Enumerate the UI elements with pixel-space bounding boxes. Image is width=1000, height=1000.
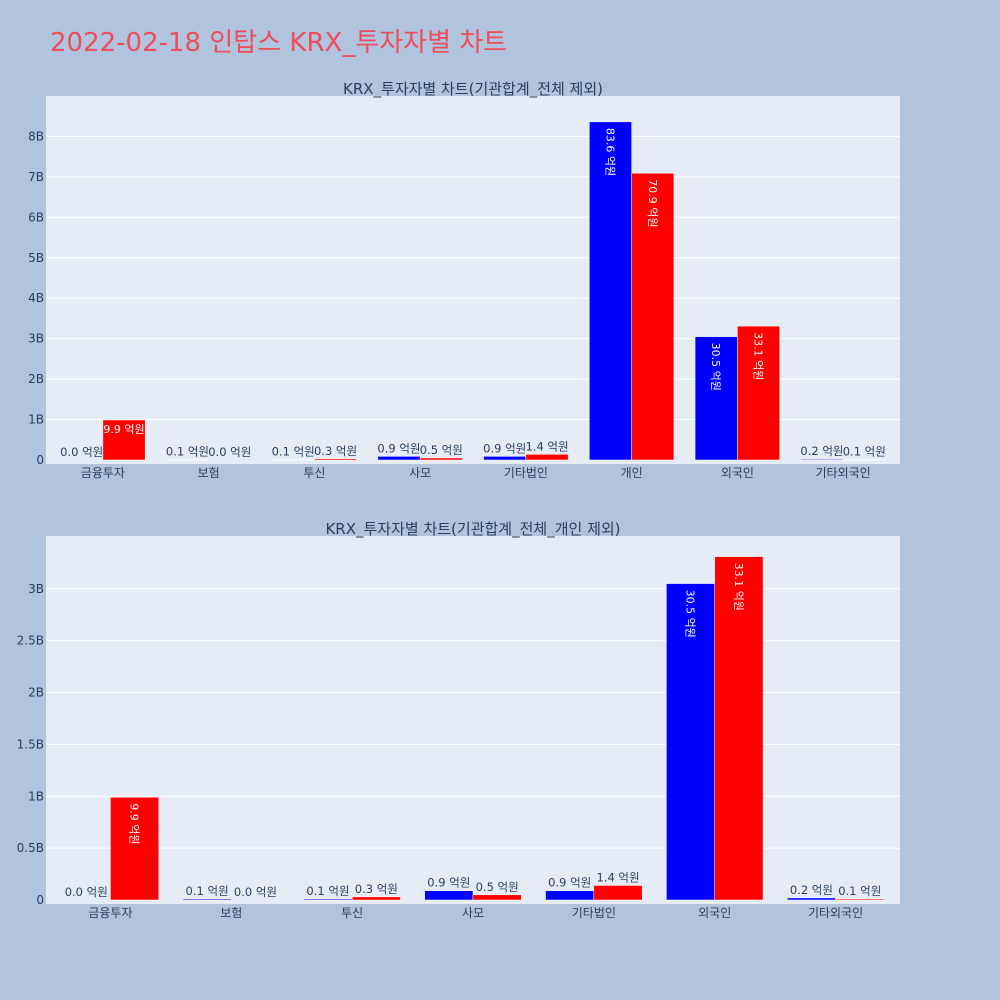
bar <box>303 898 353 901</box>
chart-2: 0 0.5B 1B 1.5B 2B 2.5B 3B KRX_투자자별 차트(기관합계_전체_개… <box>17 520 900 920</box>
data-label: 0.3 억원 <box>355 882 398 896</box>
data-label: 0.0 억원 <box>60 445 103 459</box>
data-label: 0.5 억원 <box>420 443 463 457</box>
data-label: 0.2 억원 <box>800 444 843 458</box>
x-tick-label: 보험 <box>220 906 242 920</box>
y-tick-label: 3B <box>28 582 44 596</box>
data-label: 0.1 억원 <box>272 445 315 459</box>
plot-area <box>46 536 900 904</box>
x-tick-label: 기타외국인 <box>816 466 871 480</box>
data-label: 30.5 억원 <box>709 343 722 391</box>
y-tick-label: 2.5B <box>17 634 44 648</box>
bar <box>786 897 836 901</box>
x-tick-label: 기타외국인 <box>808 906 863 920</box>
page-title: 2022-02-18 인탑스 KRX_투자자별 차트 <box>50 28 508 58</box>
data-label: 0.9 억원 <box>377 441 420 455</box>
data-label: 0.1 억원 <box>843 445 886 459</box>
bar <box>666 583 715 901</box>
data-label: 0.0 억원 <box>234 885 277 899</box>
bar <box>631 172 675 461</box>
bar <box>593 885 643 901</box>
data-label: 0.9 억원 <box>548 876 591 890</box>
data-label: 0.9 억원 <box>483 441 526 455</box>
bar <box>351 896 401 901</box>
bar <box>102 419 146 461</box>
x-tick-label: 금융투자 <box>88 906 132 920</box>
data-label: 0.9 억원 <box>427 876 470 890</box>
y-tick-label: 1B <box>28 413 44 427</box>
bar <box>525 454 569 461</box>
data-label: 70.9 억원 <box>646 179 659 227</box>
data-label: 0.1 억원 <box>838 884 881 898</box>
bar <box>182 898 232 901</box>
data-label: 33.1 억원 <box>752 332 765 380</box>
x-tick-label: 기타법인 <box>572 906 616 920</box>
y-tick-label: 4B <box>28 291 44 305</box>
bar <box>483 456 527 461</box>
bar <box>424 890 474 901</box>
data-label: 0.5 억원 <box>476 880 519 894</box>
bar <box>377 456 421 461</box>
data-label: 30.5 억원 <box>684 590 697 638</box>
x-tick-label: 보험 <box>198 466 220 480</box>
y-tick-label: 2B <box>28 686 44 700</box>
data-label: 9.9 억원 <box>128 803 141 844</box>
data-label: 0.0 억원 <box>65 885 108 899</box>
bar <box>545 890 595 901</box>
y-tick-label: 6B <box>28 210 44 224</box>
x-tick-label: 사모 <box>462 906 484 920</box>
bar <box>314 458 357 461</box>
x-tick-label: 개인 <box>621 466 643 480</box>
data-label: 1.4 억원 <box>525 439 568 453</box>
x-tick-label: 기타법인 <box>504 466 548 480</box>
data-label: 0.2 억원 <box>790 883 833 897</box>
y-tick-label: 2B <box>28 372 44 386</box>
bar <box>110 797 160 901</box>
data-label: 0.1 억원 <box>186 884 229 898</box>
y-tick-label: 0 <box>36 893 44 907</box>
x-tick-label: 외국인 <box>698 906 731 920</box>
data-label: 0.1 억원 <box>306 884 349 898</box>
y-tick-label: 0.5B <box>17 841 44 855</box>
chart-title: KRX_투자자별 차트(기관합계_전체_개인 제외) <box>325 520 620 539</box>
y-tick-label: 1B <box>28 789 44 803</box>
data-label: 33.1 억원 <box>732 563 745 611</box>
y-tick-label: 8B <box>28 129 44 143</box>
chart-title: KRX_투자자별 차트(기관합계_전체 제외) <box>343 80 603 99</box>
y-tick-label: 1.5B <box>17 737 44 751</box>
y-tick-label: 7B <box>28 170 44 184</box>
bar <box>419 457 463 461</box>
bar <box>737 325 780 461</box>
data-label: 0.1 억원 <box>166 445 209 459</box>
x-tick-label: 사모 <box>409 466 431 480</box>
x-tick-label: 투신 <box>341 906 363 920</box>
x-tick-label: 투신 <box>303 466 325 480</box>
bar <box>835 898 885 901</box>
y-tick-label: 5B <box>28 251 44 265</box>
data-label: 9.9 억원 <box>103 423 144 436</box>
x-tick-label: 외국인 <box>721 466 754 480</box>
x-tick-label: 금융투자 <box>81 466 125 480</box>
data-label: 0.0 억원 <box>208 445 251 459</box>
data-label: 1.4 억원 <box>596 870 639 884</box>
y-tick-label: 3B <box>28 332 44 346</box>
data-label: 83.6 억원 <box>603 128 616 176</box>
data-label: 0.3 억원 <box>314 444 357 458</box>
bar <box>472 894 522 901</box>
bar <box>714 556 764 901</box>
y-tick-label: 0 <box>36 453 44 467</box>
chart-1: 0 1B 2B 3B 4B 5B 6B 7B 8B KRX_투자자별 차트(기관합계_전체 제외)… <box>28 80 900 480</box>
bar <box>800 458 844 461</box>
